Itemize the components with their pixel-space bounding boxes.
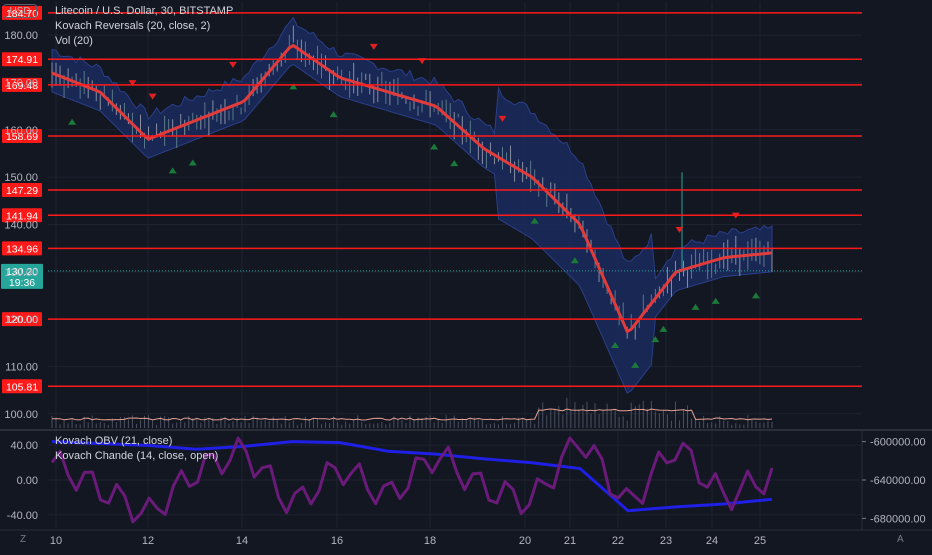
price-tick-label: 100.00 [4, 409, 38, 421]
osc-tick-label: 0.00 [17, 475, 38, 487]
level-price-tag [2, 77, 42, 92]
price-tick-label: 180.00 [4, 30, 38, 42]
price-tick-label: 110.00 [5, 361, 38, 373]
price-tick-label: 130.00 [4, 267, 38, 279]
time-tick-label: 20 [519, 535, 531, 547]
time-tick-label: 16 [331, 535, 343, 547]
buy-arrow [289, 83, 298, 90]
level-price-tag [2, 208, 42, 223]
obv-tick-label: -600000.00 [870, 437, 926, 449]
indicator-legend-volume[interactable]: Vol (20) [55, 35, 93, 47]
level-price-label: 105.81 [6, 381, 38, 393]
buy-arrow [430, 143, 439, 150]
buy-arrow [188, 159, 197, 166]
kovach-reversal-line [51, 44, 773, 333]
level-price-tag [2, 5, 42, 20]
auto-scale-icon[interactable]: A [897, 534, 904, 545]
level-price-tag [2, 312, 42, 327]
buy-arrow [611, 342, 620, 349]
currency-badge[interactable]: USD [3, 4, 37, 18]
indicator-legend-obv[interactable]: Kovach OBV (21, close) [55, 435, 173, 447]
buy-arrow [659, 325, 668, 332]
level-price-tag [2, 52, 42, 67]
indicator-legend-reversals[interactable]: Kovach Reversals (20, close, 2) [55, 20, 211, 32]
oscillator-pane: 40.00 0.00 -40.00 -600000.00 -640000.00 -6800… [0, 429, 932, 531]
volume-series [51, 397, 773, 428]
level-price-label: 184.70 [6, 8, 38, 20]
level-price-tag [2, 129, 42, 144]
buy-arrow [68, 118, 77, 125]
level-price-label: 120.00 [6, 314, 38, 326]
chande-line [50, 436, 774, 524]
price-tick-label: 140.00 [4, 219, 38, 231]
buy-arrow [329, 111, 338, 118]
price-tick-label: 160.00 [4, 125, 38, 137]
level-price-label: 134.96 [6, 243, 38, 255]
sell-arrow [675, 226, 684, 233]
time-tick-label: 22 [612, 535, 624, 547]
buy-arrow [651, 336, 660, 343]
buy-arrow [530, 217, 539, 224]
reversal-arrows [68, 43, 760, 368]
level-price-label: 141.94 [6, 210, 38, 222]
buy-arrow [168, 167, 177, 174]
time-tick-label: 23 [660, 535, 672, 547]
sell-arrow [148, 93, 157, 100]
time-tick-label: 10 [50, 535, 62, 547]
current-price-tag [1, 263, 43, 289]
level-price-tag [2, 379, 42, 394]
time-tick-label: 12 [142, 535, 154, 547]
obv-line [51, 440, 773, 513]
level-price-tag [2, 182, 42, 197]
buy-arrow [631, 361, 640, 368]
buy-arrow [450, 160, 459, 167]
time-tick-label: 18 [424, 535, 436, 547]
level-price-label: 147.29 [6, 185, 38, 197]
osc-tick-label: 40.00 [10, 440, 38, 452]
time-tick-label: 25 [754, 535, 766, 547]
level-price-label: 174.91 [6, 54, 38, 66]
level-price-label: 169.48 [6, 80, 38, 92]
price-tick-label: 150.00 [4, 172, 38, 184]
sell-arrow [229, 61, 238, 68]
obv-tick-label: -640000.00 [870, 475, 926, 487]
price-tick-label: 170.00 [4, 77, 38, 89]
current-price-value: 130.20 [6, 266, 38, 278]
buy-arrow [570, 257, 579, 264]
current-price-countdown: 19:36 [9, 277, 35, 289]
axes: 10 12 14 16 18 20 21 22 23 24 25 180.00 170.00 160.00… [4, 30, 766, 547]
envelope-band [51, 16, 773, 394]
level-price-label: 158.69 [6, 131, 38, 143]
buy-arrow [711, 297, 720, 304]
buy-arrow [751, 292, 760, 299]
buy-arrow [691, 303, 700, 310]
price-tick-label: 120.00 [4, 314, 38, 326]
osc-tick-label: -40.00 [7, 510, 38, 522]
price-levels: 184.70 174.91 169.48 158.69 147.29 141.94 134.… [1, 5, 862, 394]
obv-tick-label: -680000.00 [870, 513, 926, 525]
sell-arrow [498, 115, 507, 122]
band-fill [51, 16, 773, 394]
level-price-tag [2, 241, 42, 256]
volume-average-line [51, 408, 773, 421]
chart-title-legend[interactable]: Litecoin / U.S. Dollar, 30, BITSTAMP [55, 5, 234, 17]
time-tick-label: 14 [236, 535, 248, 547]
zoom-reset-icon[interactable]: Z [20, 534, 27, 545]
sell-arrow [369, 43, 378, 50]
time-tick-label: 21 [564, 535, 576, 547]
sell-arrow [128, 80, 137, 87]
time-tick-label: 24 [706, 535, 718, 547]
reversal-moving-average [51, 44, 773, 333]
indicator-legend-chande[interactable]: Kovach Chande (14, close, open) [55, 450, 219, 462]
